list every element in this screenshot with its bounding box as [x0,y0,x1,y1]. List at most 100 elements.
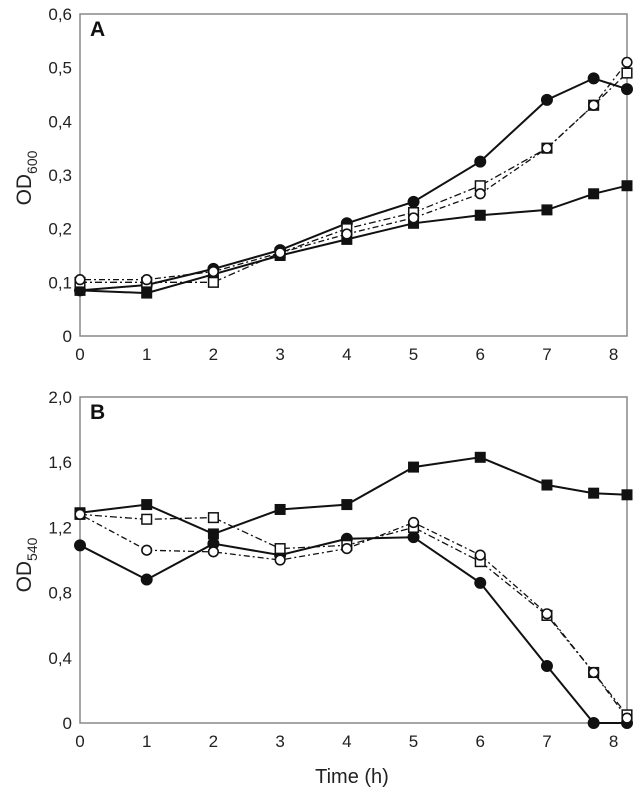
panel-b-x-tick-label: 6 [476,732,485,751]
panel-b-series-4-point [274,554,286,566]
panel-a-series-1-point [407,195,420,208]
panel-b-series-1-point [474,451,486,463]
panel-b-x-tick-labels: 0 1 2 3 4 5 6 7 8 [75,732,618,751]
panel-b-series-4-point [141,544,153,556]
panel-b-series-1-point [408,461,420,473]
panel-a-series-4-point [141,274,153,286]
panel-a-y-axis-label: OD600 [13,150,40,205]
panel-b-series-1-line [79,456,628,535]
panel-a-y-tick-labels: 0 0,1 0,2 0,3 0,4 0,5 0,6 [48,5,72,346]
panel-b-series-3-line [79,513,628,716]
panel-a-series-4-point [341,228,353,240]
panel-b-series-1-point [274,503,286,515]
panel-a-series-4-point [541,142,553,154]
panel-a-series-2-line [79,184,628,295]
panel-b-series-4-point [541,608,553,620]
panel-b-series-2-line [79,536,627,724]
panel-b-x-tick-label: 7 [542,732,551,751]
panel-b-y-tick-label: 0 [63,714,72,733]
panel-a-y-axis-label-main: OD [13,174,36,206]
panel-b-series-1-point [141,499,153,511]
panel-a-x-tick-label: 0 [75,345,84,364]
panel-a-y-tick-label: 0,3 [48,166,72,185]
panel-a-series-4-point [588,99,600,111]
panel-b-y-axis-label: OD540 [13,537,40,592]
panel-b-y-tick-label: 1,2 [48,518,72,537]
panel-a-series-3-point [621,67,633,79]
panel-b-data [74,451,633,729]
panel-b-y-tick-label: 0,4 [48,649,72,668]
panel-b-y-tick-label: 2,0 [48,388,72,407]
panel-b-series-4-point [207,546,220,558]
panel-b-x-tick-label: 8 [609,732,618,751]
panel-a-y-tick-label: 0,1 [48,273,72,292]
panel-a-letter: A [90,18,105,41]
panel-b-x-tick-label: 1 [142,732,151,751]
panel-a-x-tick-label: 6 [476,345,485,364]
panel-a-x-tick-label: 3 [275,345,284,364]
panel-b-series-4-point [474,549,486,561]
panel-a-series-1-point [540,93,553,106]
panel-b-x-tick-label: 2 [209,732,218,751]
panel-a-series-2-point [74,284,86,296]
panel-b-series-2-point [140,573,153,586]
panel-b-series-4-point [341,542,353,555]
panel-a-series-2-point [541,204,553,216]
panel-b-letter: B [90,401,105,424]
panel-b-series-3-point [141,513,153,525]
panel-b-series-1-point [621,489,633,501]
panel-a-y-axis-label-subscript: 600 [24,150,40,174]
panel-a-series-3-point [207,276,219,288]
panel-a-data [74,56,633,299]
panel-b-series-2-point [74,539,86,552]
panel-a-y-tick-label: 0,4 [48,112,72,131]
panel-b-series-2-point [407,531,420,544]
panel-a-y-tick-label: 0,2 [48,220,72,239]
panel-a-series-1-line [79,77,628,292]
panel-a: 0 0,1 0,2 0,3 0,4 0,5 0,6 0 1 2 3 4 5 6 7 8 A OD600 [13,5,633,364]
panel-b-y-tick-label: 1,6 [48,453,72,472]
panel-b: 0 0,4 0,8 1,2 1,6 2,0 0 1 2 3 4 5 6 7 8 B OD540 Time … [13,388,633,788]
panel-a-series-4-point [621,56,633,68]
panel-b-y-axis-label-main: OD [13,561,36,593]
panel-b-series-2-point [587,717,600,729]
panel-b-series-1-point [541,479,553,491]
panel-b-x-tick-label: 4 [342,732,351,751]
panel-a-x-tick-labels: 0 1 2 3 4 5 6 7 8 [75,345,618,364]
panel-a-x-tick-label: 5 [409,345,418,364]
panel-a-y-tick-label: 0 [63,327,72,346]
panel-a-series-4-line [80,61,628,281]
panel-a-series-4-point [474,188,486,200]
panel-a-series-4-point [407,212,420,224]
panel-b-series-1-point [207,528,219,540]
panel-a-series-1-point [474,155,487,168]
panel-b-series-1-point [588,487,600,499]
panel-a-plot-area [79,13,628,337]
panel-a-series-1-point [621,83,633,96]
panel-b-plot-area [79,396,628,724]
panel-a-series-2-point [474,209,486,221]
panel-a-series-4-point [207,266,220,278]
panel-a-x-tick-label: 4 [342,345,351,364]
x-axis-label: Time (h) [315,766,389,788]
panel-a-series-2-point [588,188,600,200]
panel-a-y-tick-label: 0,5 [48,59,72,78]
panel-b-series-4-point [74,508,86,520]
panel-a-y-tick-label: 0,6 [48,5,72,24]
panel-a-x-tick-label: 1 [142,345,151,364]
panel-b-series-4-point [588,666,600,679]
panel-a-series-4-point [74,274,86,286]
panel-b-series-2-point [540,659,553,672]
panel-b-y-axis-label-subscript: 540 [24,537,40,561]
panel-b-x-tick-label: 0 [75,732,84,751]
panel-b-x-tick-label: 3 [275,732,284,751]
panel-b-y-tick-labels: 0 0,4 0,8 1,2 1,6 2,0 [48,388,72,733]
panel-a-x-tick-label: 8 [609,345,618,364]
panel-b-series-3-point [207,512,219,524]
panel-a-series-1-point [587,72,600,85]
panel-b-series-3-point [274,543,286,555]
panel-a-x-tick-label: 2 [209,345,218,364]
panel-b-series-4-line [79,513,628,719]
panel-a-x-tick-label: 7 [542,345,551,364]
